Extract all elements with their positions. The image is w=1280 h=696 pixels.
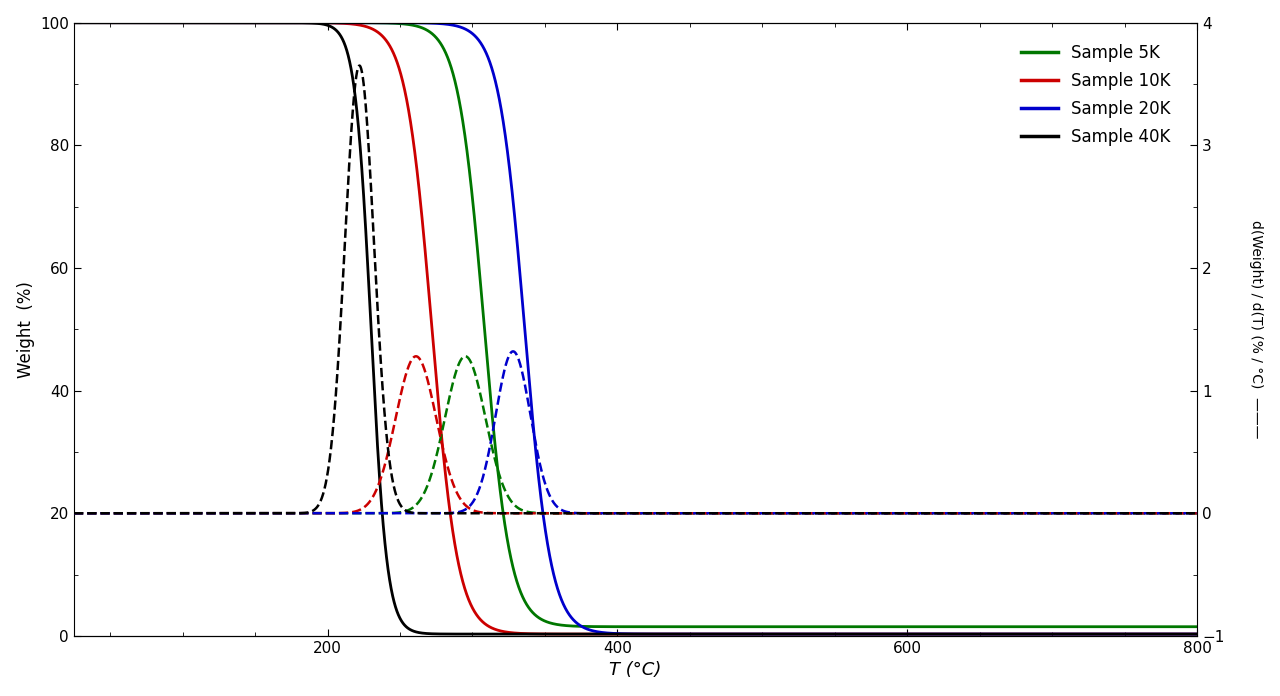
Y-axis label: Weight  (%): Weight (%) [17, 281, 35, 378]
Y-axis label: d(Weight) / d(T) (% / °C)  ———: d(Weight) / d(T) (% / °C) ——— [1249, 220, 1263, 438]
X-axis label: T (°C): T (°C) [609, 661, 662, 679]
Legend: Sample 5K, Sample 10K, Sample 20K, Sample 40K: Sample 5K, Sample 10K, Sample 20K, Sampl… [1015, 37, 1178, 152]
